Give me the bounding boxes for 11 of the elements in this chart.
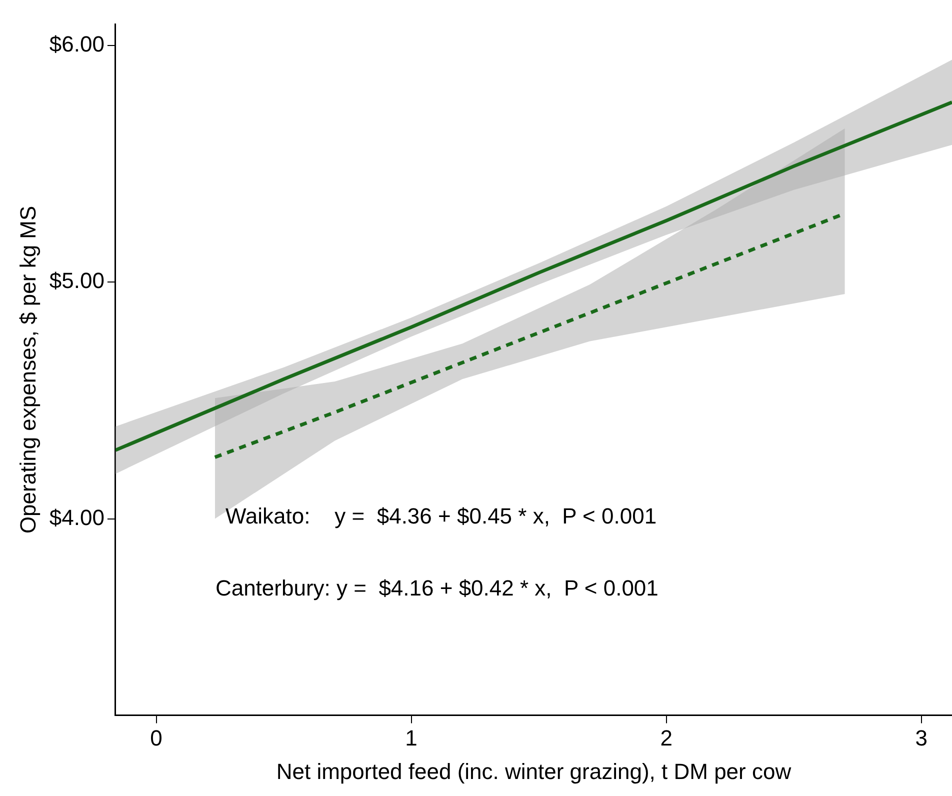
y-tick-label: $6.00 <box>49 32 104 57</box>
x-tick-label: 3 <box>915 725 928 750</box>
y-axis-title: Operating expenses, $ per kg MS <box>15 206 40 534</box>
annotation: Canterbury: y = $4.16 + $0.42 * x, P < 0.001 <box>215 575 658 600</box>
x-axis-title: Net imported feed (inc. winter grazing), t DM per cow <box>276 758 792 784</box>
y-tick-label: $4.00 <box>49 504 104 530</box>
x-tick-label: 2 <box>660 725 672 750</box>
y-tick-label: $5.00 <box>49 268 104 294</box>
x-tick-label: 1 <box>405 725 418 750</box>
annotation: Waikato: y = $4.36 + $0.45 * x, P < 0.001 <box>225 503 657 528</box>
x-tick-label: 0 <box>150 725 162 750</box>
